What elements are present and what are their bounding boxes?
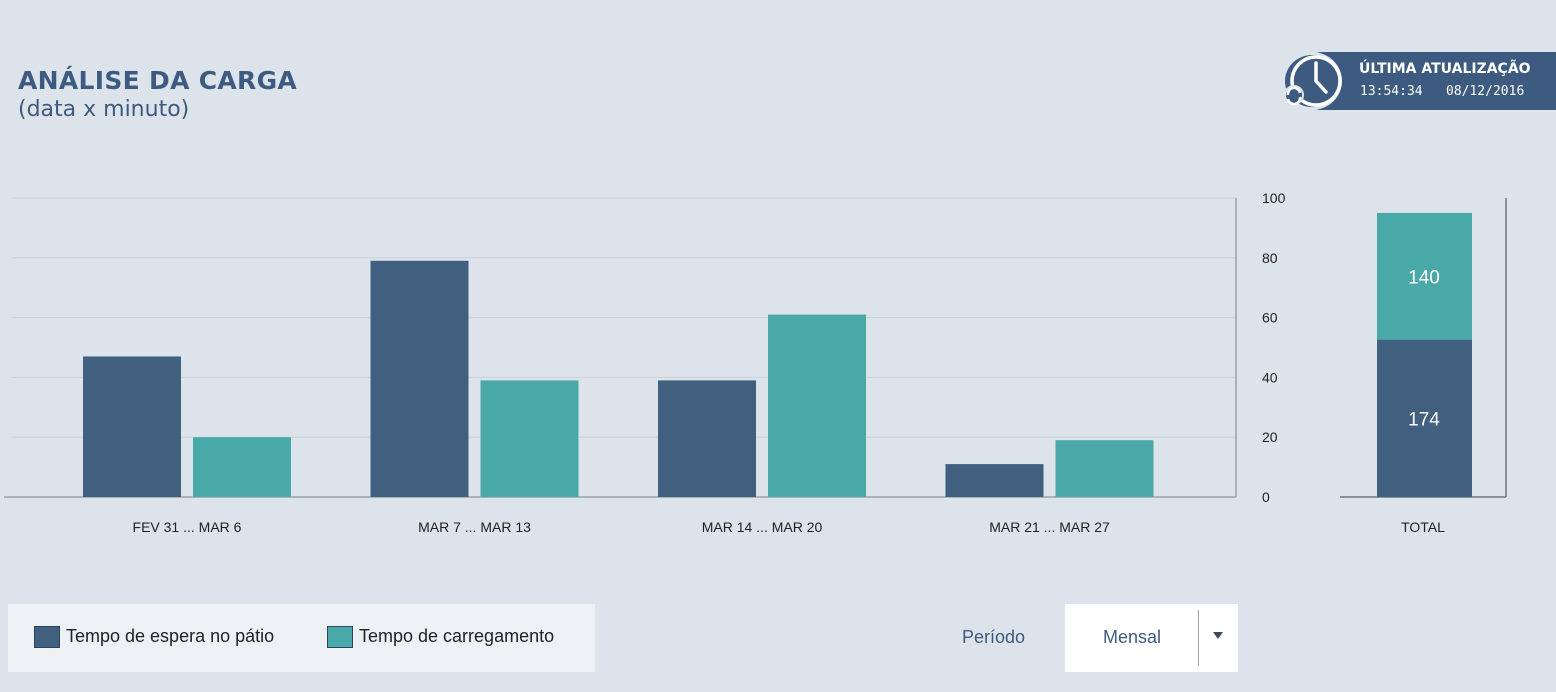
- y-tick-label: 20: [1262, 429, 1278, 445]
- bar-carregamento: [1055, 440, 1154, 497]
- bar-espera: [658, 380, 756, 497]
- bar-espera: [83, 356, 181, 497]
- y-tick-label: 0: [1262, 489, 1270, 505]
- x-tick-label: MAR 21 ... MAR 27: [989, 519, 1110, 535]
- bar-carregamento: [193, 437, 291, 497]
- y-tick-label: 40: [1262, 369, 1278, 385]
- legend-label-carregamento: Tempo de carregamento: [359, 626, 555, 646]
- bar-espera: [945, 464, 1044, 497]
- total-bar-espera: [1377, 339, 1472, 497]
- bar-espera: [370, 260, 469, 497]
- legend-swatch-espera: [34, 626, 60, 648]
- x-tick-label: FEV 31 ... MAR 6: [133, 519, 242, 535]
- legend-label-espera: Tempo de espera no pátio: [66, 626, 275, 646]
- y-tick-label: 80: [1262, 250, 1278, 266]
- page-title: ANÁLISE DA CARGA: [18, 66, 298, 95]
- last-update-date: 08/12/2016: [1446, 84, 1525, 99]
- chart-legend: Tempo de espera no pátio Tempo de carreg…: [8, 604, 595, 672]
- y-tick-label: 60: [1262, 310, 1278, 326]
- bar-carregamento: [480, 380, 579, 497]
- period-select-divider: [1198, 610, 1199, 666]
- total-data-label: 174: [1408, 409, 1440, 430]
- bar-carregamento: [768, 314, 866, 497]
- x-tick-label: MAR 14 ... MAR 20: [702, 519, 823, 535]
- chevron-down-icon[interactable]: [1213, 632, 1223, 639]
- total-data-label: 140: [1408, 267, 1440, 288]
- period-select[interactable]: Mensal: [1065, 604, 1238, 672]
- period-select-value[interactable]: Mensal: [1103, 627, 1162, 647]
- period-label: Período: [962, 627, 1026, 647]
- chart-area: 0 20 40 60 80 100 FEV 31 ... MAR 6 MAR 7 ... MA…: [4, 190, 1507, 535]
- total-bar-carregamento: [1377, 212, 1472, 340]
- page-subtitle: (data x minuto): [18, 97, 190, 122]
- y-tick-label: 100: [1262, 190, 1286, 206]
- x-tick-label: MAR 7 ... MAR 13: [418, 519, 531, 535]
- clock-refresh-icon[interactable]: [1280, 50, 1346, 112]
- last-update-time: 13:54:34: [1360, 84, 1423, 99]
- x-tick-label-total: TOTAL: [1401, 519, 1445, 535]
- last-update-label: ÚLTIMA ATUALIZAÇÃO: [1359, 61, 1531, 77]
- legend-swatch-carregamento: [327, 626, 353, 648]
